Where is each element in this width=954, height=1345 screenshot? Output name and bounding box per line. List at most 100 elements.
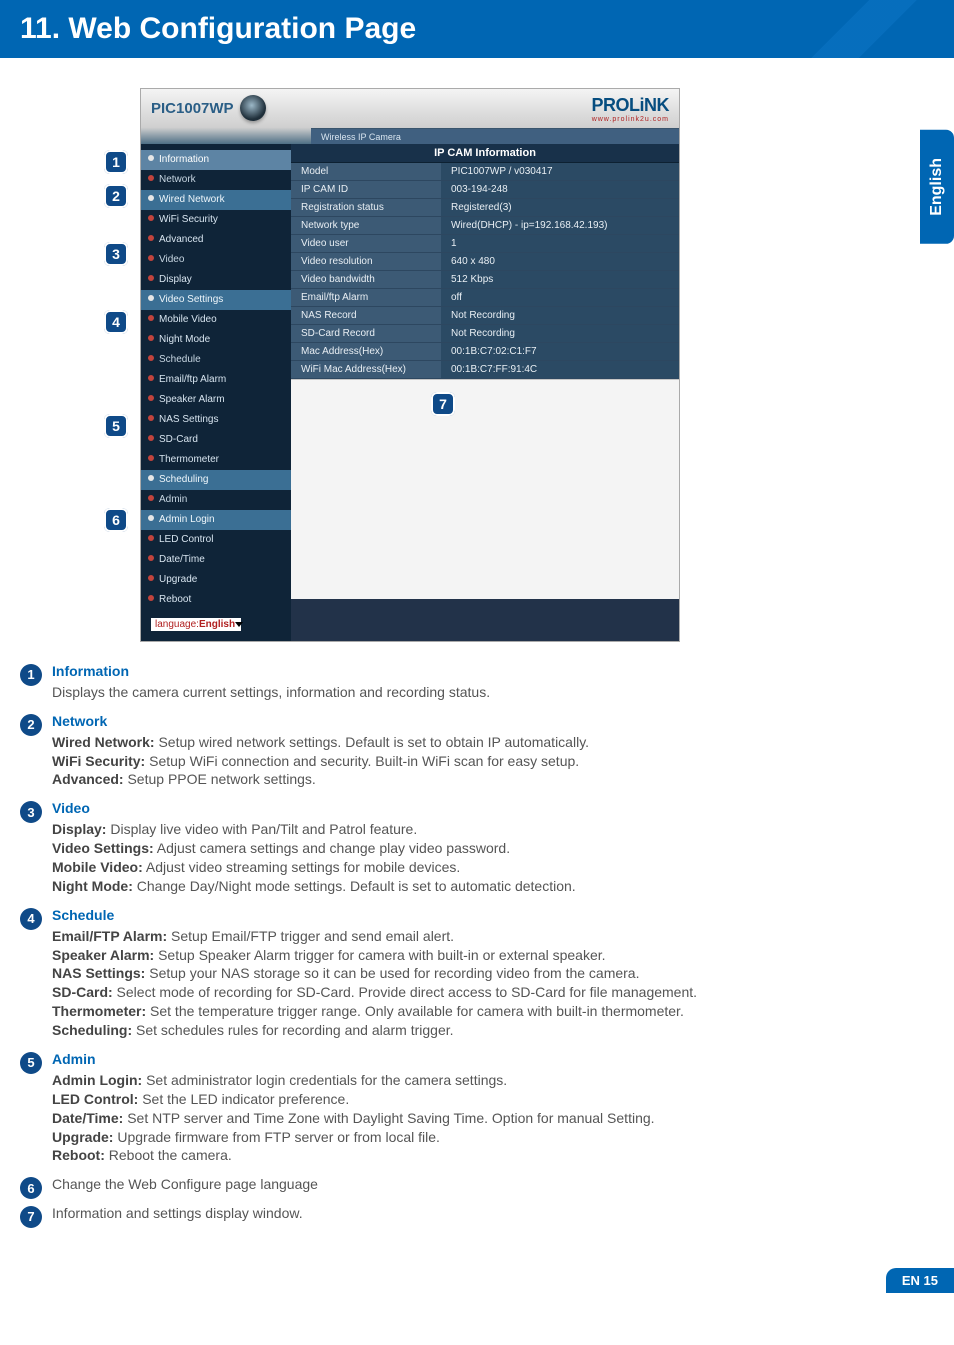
- sidebar-item[interactable]: Display: [141, 270, 291, 290]
- sidebar-item[interactable]: Schedule: [141, 350, 291, 370]
- definition-body: Display: Display live video with Pan/Til…: [52, 820, 934, 896]
- sidebar-item[interactable]: Video Settings: [141, 290, 291, 310]
- definition-title: Network: [52, 712, 934, 731]
- definition-item: 6Change the Web Configure page language: [20, 1175, 934, 1194]
- sidebar-item[interactable]: WiFi Security: [141, 210, 291, 230]
- info-row-key: SD-Card Record: [291, 325, 441, 342]
- sidebar-item[interactable]: Video: [141, 250, 291, 270]
- definition-body: Displays the camera current settings, in…: [52, 683, 934, 702]
- definition-line: Night Mode: Change Day/Night mode settin…: [52, 877, 934, 896]
- definition-body: Admin Login: Set administrator login cre…: [52, 1071, 934, 1165]
- info-row-value: off: [441, 289, 679, 306]
- sidebar-item[interactable]: Wired Network: [141, 190, 291, 210]
- definition-item: 1InformationDisplays the camera current …: [20, 662, 934, 702]
- chevron-down-icon: [235, 622, 243, 627]
- definition-line-bold: Email/FTP Alarm:: [52, 928, 167, 944]
- definitions-section: 1InformationDisplays the camera current …: [0, 662, 954, 1253]
- sidebar-item[interactable]: Night Mode: [141, 330, 291, 350]
- definition-title: Admin: [52, 1050, 934, 1069]
- info-row: Registration statusRegistered(3): [291, 199, 679, 217]
- web-config-screenshot: PIC1007WP PROLiNK www.prolink2u.com Wire…: [140, 88, 680, 642]
- sidebar-item[interactable]: Reboot: [141, 590, 291, 610]
- definition-line-text: Adjust camera settings and change play v…: [154, 840, 510, 856]
- info-row-key: Video user: [291, 235, 441, 252]
- sidebar-item[interactable]: Thermometer: [141, 450, 291, 470]
- definition-item: 2 Network Wired Network: Setup wired netwo…: [20, 712, 934, 790]
- definition-line-bold: Video Settings:: [52, 840, 154, 856]
- language-select-prefix: language:: [155, 619, 199, 630]
- sidebar-item[interactable]: Admin Login: [141, 510, 291, 530]
- definition-line-bold: Scheduling:: [52, 1022, 132, 1038]
- definition-line: Video Settings: Adjust camera settings a…: [52, 839, 934, 858]
- info-row-value: 640 x 480: [441, 253, 679, 270]
- sidebar-item[interactable]: Date/Time: [141, 550, 291, 570]
- definition-line: Display: Display live video with Pan/Til…: [52, 820, 934, 839]
- info-row-value: PIC1007WP / v030417: [441, 163, 679, 180]
- definition-line: Upgrade: Upgrade firmware from FTP serve…: [52, 1128, 934, 1147]
- page-heading: 11. Web Configuration Page: [20, 12, 934, 46]
- info-row: ModelPIC1007WP / v030417: [291, 163, 679, 181]
- sidebar-item[interactable]: Advanced: [141, 230, 291, 250]
- language-select[interactable]: language: English: [151, 618, 241, 631]
- sidebar-item[interactable]: Mobile Video: [141, 310, 291, 330]
- definition-body: Wired Network: Setup wired network setti…: [52, 733, 934, 790]
- definition-line-text: Change Day/Night mode settings. Default …: [133, 878, 576, 894]
- device-model-label: PIC1007WP: [151, 95, 266, 121]
- definition-line-text: Setup Email/FTP trigger and send email a…: [167, 928, 454, 944]
- info-row-value: Wired(DHCP) - ip=192.168.42.193): [441, 217, 679, 234]
- info-row-value: Not Recording: [441, 325, 679, 342]
- info-row: WiFi Mac Address(Hex)00:1B:C7:FF:91:4C: [291, 361, 679, 379]
- sidebar-item[interactable]: Admin: [141, 490, 291, 510]
- info-row-value: 003-194-248: [441, 181, 679, 198]
- definition-line-bold: SD-Card:: [52, 984, 113, 1000]
- definition-line-bold: WiFi Security:: [52, 753, 145, 769]
- info-row-value: 00:1B:C7:02:C1:F7: [441, 343, 679, 360]
- definition-line-bold: Wired Network:: [52, 734, 155, 750]
- info-table: ModelPIC1007WP / v030417IP CAM ID003-194…: [291, 163, 679, 379]
- definition-item: 4 Schedule Email/FTP Alarm: Setup Email/FT…: [20, 906, 934, 1040]
- definition-line-text: Set the LED indicator preference.: [138, 1091, 349, 1107]
- definition-line-text: Select mode of recording for SD-Card. Pr…: [113, 984, 697, 1000]
- info-row-value: 512 Kbps: [441, 271, 679, 288]
- definition-title: Video: [52, 799, 934, 818]
- definition-line: Reboot: Reboot the camera.: [52, 1146, 934, 1165]
- definition-number: 7: [20, 1206, 42, 1228]
- sidebar-item[interactable]: NAS Settings: [141, 410, 291, 430]
- screenshot-body: InformationNetworkWired NetworkWiFi Secu…: [141, 144, 679, 641]
- definition-number: 4: [20, 908, 42, 930]
- definition-line-bold: Thermometer:: [52, 1003, 146, 1019]
- definition-line: LED Control: Set the LED indicator prefe…: [52, 1090, 934, 1109]
- definition-line-text: Display live video with Pan/Tilt and Pat…: [106, 821, 417, 837]
- definition-line: Wired Network: Setup wired network setti…: [52, 733, 934, 752]
- sidebar-item[interactable]: Network: [141, 170, 291, 190]
- language-side-tab: English: [920, 130, 954, 244]
- definition-line-text: Setup your NAS storage so it can be used…: [145, 965, 639, 981]
- callout-bubble-3: 3: [104, 242, 128, 266]
- main-panel-header: IP CAM Information: [291, 144, 679, 163]
- definition-line: Thermometer: Set the temperature trigger…: [52, 1002, 934, 1021]
- definition-line-bold: Reboot:: [52, 1147, 105, 1163]
- info-row-key: Network type: [291, 217, 441, 234]
- page-heading-banner: 11. Web Configuration Page: [0, 0, 954, 58]
- callout-bubble-7: 7: [431, 392, 455, 416]
- definition-number: 2: [20, 714, 42, 736]
- definition-title: Schedule: [52, 906, 934, 925]
- screenshot-wrapper: 1 2 3 4 5 6 PIC1007WP PROLiNK www.prolin…: [140, 88, 814, 642]
- definition-line-text: Set schedules rules for recording and al…: [132, 1022, 453, 1038]
- definition-line-bold: Display:: [52, 821, 106, 837]
- info-row-value: 1: [441, 235, 679, 252]
- sidebar-item[interactable]: Speaker Alarm: [141, 390, 291, 410]
- info-row: NAS RecordNot Recording: [291, 307, 679, 325]
- sidebar-item[interactable]: Upgrade: [141, 570, 291, 590]
- sidebar-item[interactable]: Email/ftp Alarm: [141, 370, 291, 390]
- sidebar-item[interactable]: Scheduling: [141, 470, 291, 490]
- callout-bubble-1: 1: [104, 150, 128, 174]
- info-row-value: Registered(3): [441, 199, 679, 216]
- definition-title: Information: [52, 662, 934, 681]
- sidebar-item[interactable]: SD-Card: [141, 430, 291, 450]
- sidebar-item[interactable]: LED Control: [141, 530, 291, 550]
- sidebar-item[interactable]: Information: [141, 150, 291, 170]
- definition-line-text: Setup WiFi connection and security. Buil…: [145, 753, 579, 769]
- info-row-key: Email/ftp Alarm: [291, 289, 441, 306]
- definition-line-bold: Upgrade:: [52, 1129, 113, 1145]
